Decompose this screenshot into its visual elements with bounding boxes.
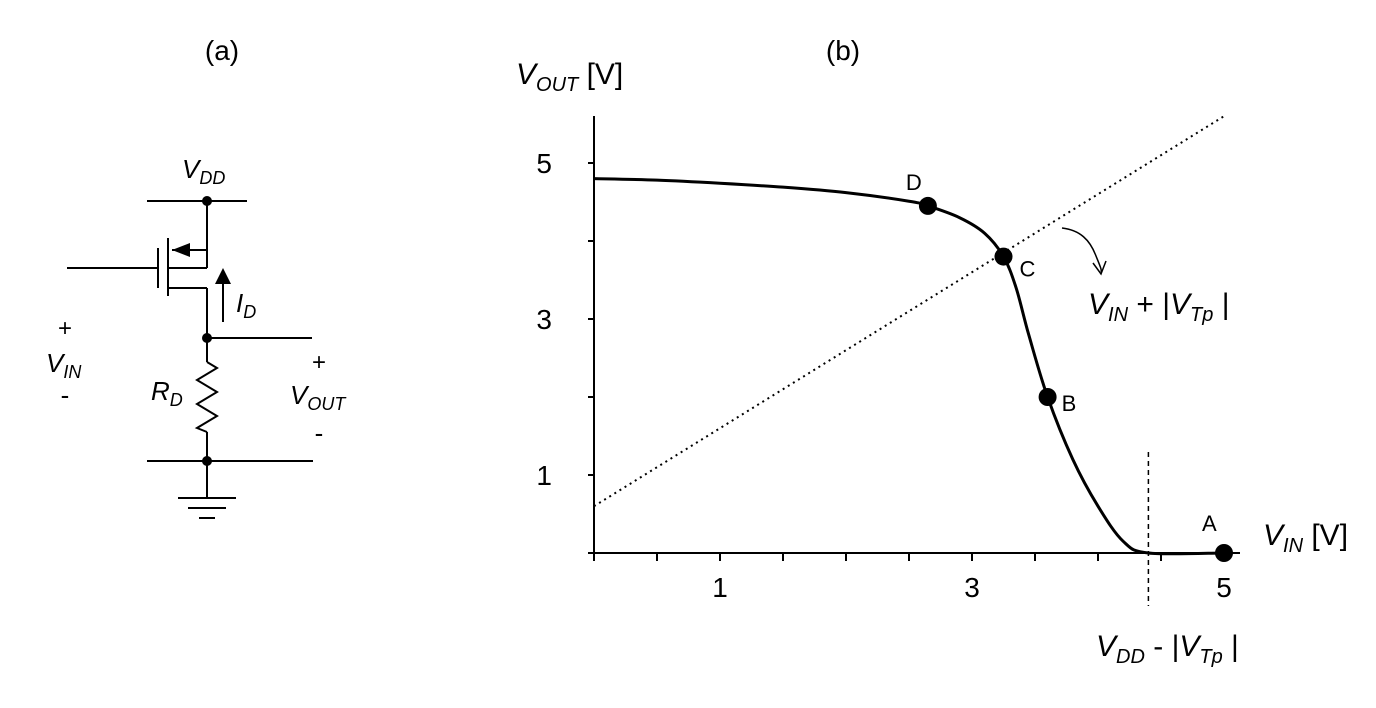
vdd-node-dot xyxy=(202,196,212,206)
x-axis-label-main: V xyxy=(1263,519,1286,552)
y-axis-label: VOUT [V] xyxy=(516,58,623,96)
diag-label-sub2: Tp xyxy=(1190,304,1213,326)
point-c xyxy=(994,247,1013,266)
vout-plus: + xyxy=(312,349,326,376)
diag-pointer-arrowhead-icon xyxy=(1092,260,1107,276)
point-label-c: C xyxy=(1020,257,1036,282)
vert-label-v1: V xyxy=(1096,630,1119,663)
point-a xyxy=(1215,544,1233,562)
transfer-plot: 1 3 5 1 3 5 A B C D xyxy=(536,115,1240,606)
x-axis-label-sub: IN xyxy=(1283,535,1304,557)
vert-line-label: VDD - |VTp | xyxy=(1096,630,1239,668)
panel-b-title: (b) xyxy=(826,35,860,66)
vert-label-sub1: DD xyxy=(1116,646,1145,668)
vin-minus: - xyxy=(61,380,70,410)
transfer-curve xyxy=(593,177,1225,556)
output-node-dot xyxy=(202,333,212,343)
vert-label-v2: V xyxy=(1179,630,1202,663)
vin-label-main: V xyxy=(46,348,66,378)
x-axis-label-unit: [V] xyxy=(1303,519,1348,552)
vout-label: VOUT xyxy=(290,380,347,414)
diag-pointer-arrow xyxy=(1061,227,1102,273)
panel-a-title: (a) xyxy=(205,35,239,66)
vert-label-mid: - | xyxy=(1145,630,1179,663)
rd-label: RD xyxy=(151,376,183,410)
vin-label-sub: IN xyxy=(63,362,82,382)
x-tick-label: 5 xyxy=(1216,572,1232,603)
id-label: ID xyxy=(236,288,256,322)
y-tick-label: 1 xyxy=(536,460,552,491)
diag-label-sub1: IN xyxy=(1108,304,1129,326)
rd-label-main: R xyxy=(151,376,170,406)
point-d xyxy=(918,196,937,215)
vdd-label-sub: DD xyxy=(199,168,225,188)
diag-label-v2: V xyxy=(1170,288,1193,321)
vout-minus: - xyxy=(315,418,324,448)
resistor-rd xyxy=(194,361,219,433)
vdd-label-main: V xyxy=(182,154,202,184)
ground-node-dot xyxy=(202,456,212,466)
id-label-sub: D xyxy=(243,302,256,322)
y-axis-label-main: V xyxy=(516,58,539,91)
x-tick-label: 1 xyxy=(712,572,728,603)
id-label-main: I xyxy=(236,288,243,318)
y-axis-label-unit: [V] xyxy=(578,58,623,91)
vin-plus: + xyxy=(58,315,72,342)
pmos-source-arrow-icon xyxy=(172,243,190,257)
vout-label-main: V xyxy=(290,380,310,410)
diag-line-label: VIN + |VTp | xyxy=(1088,288,1230,326)
point-label-b: B xyxy=(1062,391,1077,416)
y-tick-label: 3 xyxy=(536,304,552,335)
y-axis-label-sub: OUT xyxy=(536,74,580,96)
point-b xyxy=(1038,388,1057,406)
y-tick-label: 5 xyxy=(536,148,552,179)
x-axis-label: VIN [V] xyxy=(1263,519,1348,557)
vert-label-end: | xyxy=(1223,630,1239,663)
vin-label: VIN xyxy=(46,348,82,382)
diag-label-mid: + | xyxy=(1128,288,1170,321)
diag-label-v1: V xyxy=(1088,288,1111,321)
point-label-a: A xyxy=(1202,511,1217,536)
rd-label-sub: D xyxy=(170,390,183,410)
vout-label-sub: OUT xyxy=(307,394,347,414)
vdd-label: VDD xyxy=(182,154,225,188)
vert-label-sub2: Tp xyxy=(1199,646,1222,668)
x-tick-label: 3 xyxy=(964,572,980,603)
diag-label-end: | xyxy=(1213,288,1229,321)
point-label-d: D xyxy=(906,170,922,195)
